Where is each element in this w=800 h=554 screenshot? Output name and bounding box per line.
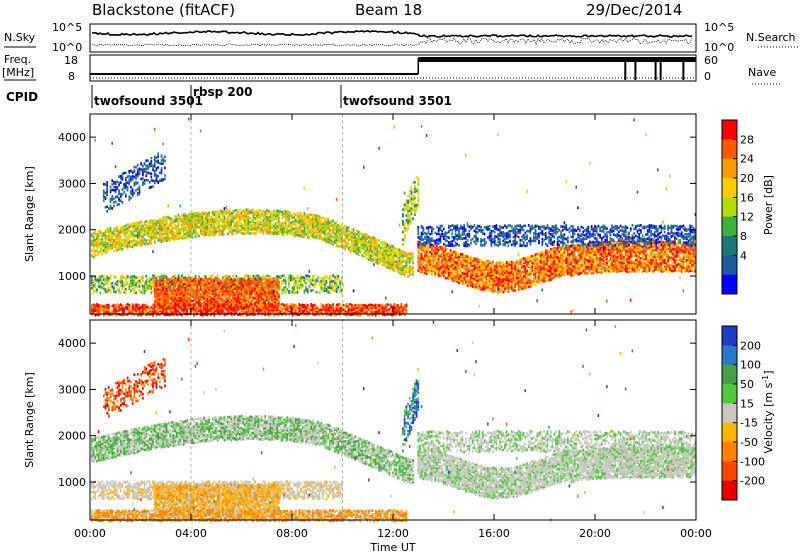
colorbar-swatch — [722, 159, 737, 179]
colorbar-tick-label: -100 — [740, 455, 765, 468]
y-tick-label: 2000 — [58, 430, 86, 443]
colorbar-tick-label: -50 — [740, 436, 758, 449]
velocity-colorbar-label-sup: -1 — [761, 375, 770, 383]
nave-right-tick-bottom: 0 — [704, 70, 711, 83]
colorbar-swatch — [722, 384, 737, 404]
velocity-scatter — [91, 320, 696, 523]
noise-panel: N.Sky 10^5 10^0 10^5 10^0 N.Search — [4, 21, 798, 54]
velocity-colorbar: 200 100 50 15 -15 -50 -100 -200 — [722, 326, 765, 500]
velocity-y-label: Slant Range [km] — [23, 372, 36, 468]
power-panel: 1000 2000 3000 4000 Slant Range [km] 28 24 20… — [23, 114, 775, 317]
time-axis-label: Time UT — [369, 541, 415, 554]
power-colorbar: 28 24 20 16 12 8 4 — [722, 120, 754, 294]
cpid-segment-label: rbsp 200 — [193, 85, 252, 99]
y-tick-label: 3000 — [58, 383, 86, 396]
colorbar-tick-label: 15 — [740, 397, 754, 410]
noise-left-label: N.Sky — [4, 31, 36, 44]
colorbar-swatch — [722, 217, 737, 237]
colorbar-swatch — [722, 236, 737, 256]
noise-left-tick-bottom: 10^0 — [52, 41, 82, 54]
power-colorbar-label: Power [dB] — [762, 175, 775, 235]
y-tick-label: 1000 — [58, 270, 86, 283]
y-tick-label: 1000 — [58, 476, 86, 489]
colorbar-tick-label: 200 — [740, 339, 761, 352]
time-tick-label: 00:00 — [74, 527, 106, 540]
noise-left-tick-top: 10^5 — [52, 21, 82, 34]
colorbar-tick-label: 100 — [740, 359, 761, 372]
colorbar-swatch — [722, 481, 737, 501]
colorbar-swatch — [722, 442, 737, 462]
colorbar-swatch — [722, 120, 737, 140]
time-tick-label: 08:00 — [276, 527, 308, 540]
freq-label-top: Freq. — [4, 53, 31, 66]
colorbar-tick-label: 12 — [740, 211, 754, 224]
colorbar-swatch — [722, 255, 737, 275]
freq-panel: Freq. [MHz] 18 8 60 0 Nave — [2, 53, 782, 84]
beam-title: Beam 18 — [355, 1, 422, 19]
freq-label-bottom: [MHz] — [2, 66, 34, 79]
y-tick-label: 4000 — [58, 337, 86, 350]
noise-traces — [92, 31, 692, 46]
time-tick-label: 00:00 — [680, 527, 712, 540]
nave-label: Nave — [748, 66, 776, 79]
colorbar-tick-label: 24 — [740, 153, 754, 166]
colorbar-tick-label: 16 — [740, 191, 754, 204]
colorbar-swatch — [722, 326, 737, 346]
colorbar-swatch — [722, 423, 737, 443]
velocity-panel: 1000 2000 3000 4000 Slant Range [km] 200 100… — [23, 320, 775, 523]
y-tick-label: 2000 — [58, 224, 86, 237]
velocity-colorbar-label: Velocity [m s-1] — [761, 370, 775, 453]
time-tick-label: 12:00 — [377, 527, 409, 540]
cpid-segment-label: twofsound 3501 — [94, 94, 203, 108]
noise-right-label: N.Search — [746, 31, 796, 44]
colorbar-tick-label: -15 — [740, 417, 758, 430]
colorbar-tick-label: 28 — [740, 133, 754, 146]
freq-left-tick-top: 18 — [64, 54, 78, 67]
cpid-label: CPID — [6, 90, 38, 104]
colorbar-swatch — [722, 178, 737, 198]
date-title: 29/Dec/2014 — [586, 1, 682, 19]
colorbar-swatch — [722, 139, 737, 159]
velocity-colorbar-label-end: ] — [762, 370, 775, 374]
colorbar-tick-label: 50 — [740, 378, 754, 391]
cpid-row: CPID twofsound 3501 rbsp 200 twofsound 3… — [6, 85, 452, 108]
y-tick-label: 3000 — [58, 177, 86, 190]
freq-traces — [90, 57, 696, 80]
station-title: Blackstone (fitACF) — [92, 1, 235, 19]
colorbar-tick-label: 4 — [740, 249, 747, 262]
colorbar-tick-label: 8 — [740, 230, 747, 243]
noise-right-tick-top: 10^5 — [704, 21, 734, 34]
colorbar-tick-label: 20 — [740, 172, 754, 185]
power-scatter — [91, 114, 696, 317]
time-tick-label: 04:00 — [175, 527, 207, 540]
colorbar-swatch — [722, 197, 737, 217]
noise-right-tick-bottom: 10^0 — [704, 41, 734, 54]
colorbar-swatch — [722, 403, 737, 423]
nave-right-tick-top: 60 — [704, 54, 718, 67]
colorbar-swatch — [722, 345, 737, 365]
cpid-segment: twofsound 3501 — [92, 85, 203, 108]
colorbar-swatch — [722, 365, 737, 385]
colorbar-swatch — [722, 275, 737, 295]
time-tick-label: 20:00 — [579, 527, 611, 540]
freq-left-tick-bottom: 8 — [68, 70, 75, 83]
power-y-label: Slant Range [km] — [23, 166, 36, 262]
colorbar-swatch — [722, 461, 737, 481]
y-tick-label: 4000 — [58, 131, 86, 144]
velocity-colorbar-label-main: Velocity [m s — [762, 382, 775, 453]
time-tick-label: 16:00 — [478, 527, 510, 540]
colorbar-tick-label: -200 — [740, 475, 765, 488]
cpid-segment-label: twofsound 3501 — [343, 94, 452, 108]
cpid-segment: twofsound 3501 — [341, 85, 452, 108]
